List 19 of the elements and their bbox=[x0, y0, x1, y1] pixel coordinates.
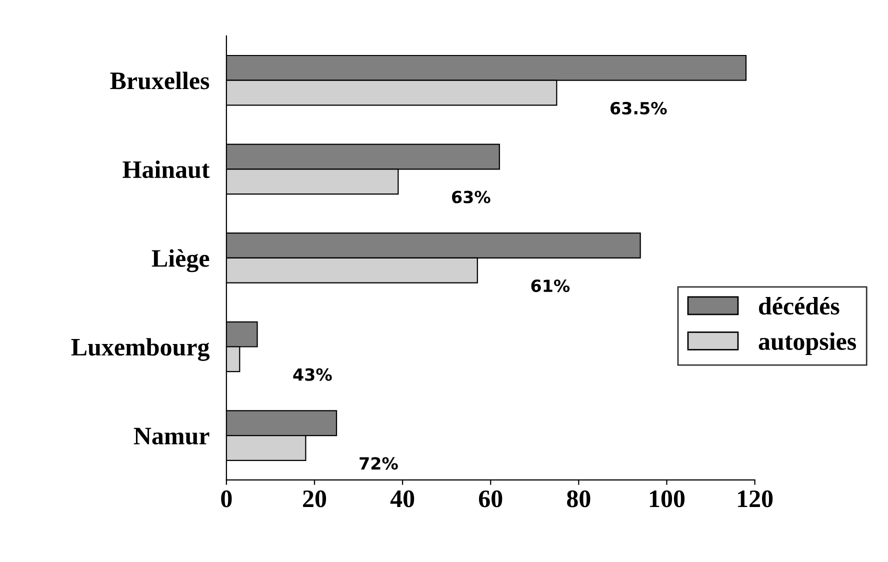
x-tick-label: 120 bbox=[738, 490, 773, 508]
y-tick-label: Liège bbox=[152, 249, 210, 272]
y-tick-label: Bruxelles bbox=[110, 72, 210, 90]
legend-label: autopsies bbox=[758, 332, 856, 356]
x-tick-label: 100 bbox=[650, 490, 685, 508]
y-tick-label: Hainaut bbox=[122, 160, 210, 178]
annotation: 63.5% bbox=[610, 102, 667, 115]
x-tick-label: 60 bbox=[478, 490, 502, 508]
annotation: 63% bbox=[452, 190, 490, 204]
x-tick-label: 0 bbox=[221, 490, 232, 508]
x-tick-label: 20 bbox=[303, 490, 326, 508]
annotation: 72% bbox=[360, 457, 398, 470]
x-tick-label: 80 bbox=[567, 490, 590, 508]
annotation: 43% bbox=[293, 368, 332, 381]
y-tick-label: Namur bbox=[134, 428, 210, 445]
legend-label: décédés bbox=[759, 297, 840, 315]
annotation: 61% bbox=[531, 279, 570, 292]
y-tick-label: Luxembourg bbox=[71, 338, 210, 361]
x-tick-label: 40 bbox=[390, 490, 414, 508]
